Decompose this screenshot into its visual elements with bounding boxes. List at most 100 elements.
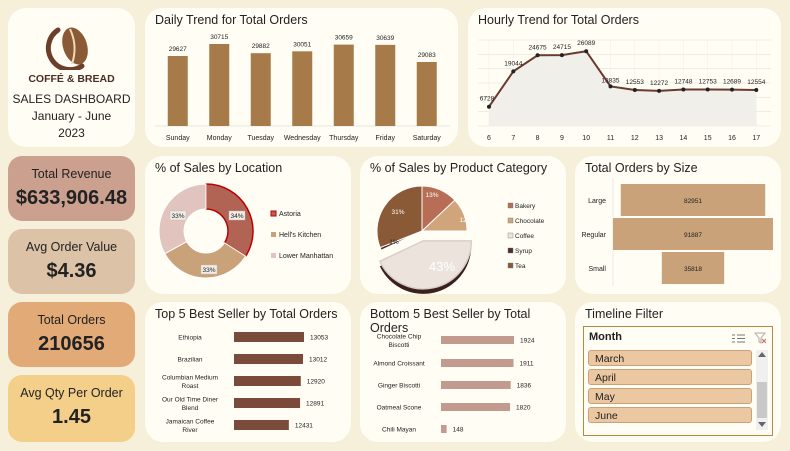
pie-slice [164,240,247,279]
data-point [511,69,516,74]
bar [234,332,304,342]
legend-label: Bakery [515,203,536,210]
bar [375,44,396,126]
pie-slice [376,185,423,249]
data-label: 29083 [418,52,436,59]
clear-filter-icon[interactable] [754,332,766,344]
data-label: 12891 [306,401,324,408]
category-pie-chart: 13% 12% 43% 1% 31% Bakery Chocolate Coffee Syrup… [376,185,545,294]
legend-label: Syrup [515,248,532,255]
bar [441,425,447,433]
scrollbar-thumb[interactable] [757,382,767,418]
tick-label: 16 [728,135,736,142]
tick-label: Saturday [413,135,442,142]
legend-label: Astoria [279,211,301,218]
label-box [200,264,218,275]
bar [661,252,725,284]
slicer-item-june[interactable]: June [588,407,752,423]
tick-label: Roast [182,383,199,390]
dashboard-period: January - June [31,109,112,123]
tick-label: Large [588,198,606,205]
pie-slice [420,199,468,232]
slicer-item-label: May [595,391,615,403]
tick-label: 15 [704,135,712,142]
kpi-label: Total Orders [37,313,106,327]
data-label: 1% [389,239,399,246]
data-point [559,53,564,58]
tick-label: 9 [560,135,564,142]
data-point [681,87,686,92]
tick-label: Friday [376,135,396,142]
tick-label: Thursday [329,135,359,142]
label-box [228,210,246,221]
kpi-avg-order-value: Avg Order Value $4.36 [8,229,135,294]
bar [234,354,304,364]
data-label: 12748 [674,78,692,85]
top5-card: Top 5 Best Seller by Total Orders 13053 E… [145,302,351,442]
chart-title: Timeline Filter [585,307,664,321]
tick-label: Chocolate Chip [377,333,422,340]
tick-label: 13 [655,135,663,142]
tick-label: 7 [511,135,515,142]
chart-title: Bottom 5 Best Seller by Total Orders [370,307,531,335]
data-point [754,88,759,93]
data-point [730,87,734,92]
tick-label: 12 [631,135,639,142]
data-label: 30715 [210,34,228,41]
scroll-up-arrow-icon[interactable] [758,352,766,357]
multi-select-icon[interactable] [732,333,745,344]
data-label: 33% [202,267,215,274]
data-label: 12553 [626,79,644,86]
data-label: 91887 [684,232,702,239]
data-label: 29882 [252,43,270,50]
kpi-total-revenue: Total Revenue $633,906.48 [8,156,135,221]
tick-label: Sunday [166,135,190,142]
data-label: 13012 [309,357,327,364]
tick-label: 10 [582,135,590,142]
kpi-avg-qty: Avg Qty Per Order 1.45 [8,375,135,442]
chart-title: Top 5 Best Seller by Total Orders [155,307,338,321]
bar [441,336,514,344]
slicer-item-april[interactable]: April [588,369,752,385]
tick-label: Ginger Biscotti [378,383,420,390]
data-point [608,84,613,89]
label-box [169,210,187,221]
data-label: 6728 [480,96,495,103]
chart-title: Hourly Trend for Total Orders [478,13,639,27]
data-label: 1911 [520,361,534,368]
data-label: 12753 [699,78,717,85]
month-slicer: Month March April May June [583,326,773,436]
scroll-down-arrow-icon[interactable] [758,422,766,427]
bar [234,398,301,408]
data-label: 29627 [169,46,187,53]
brand-name: COFFÉ & BREAD [28,73,115,85]
tick-label: 17 [752,135,760,142]
data-label: 12% [459,217,472,224]
location-card: % of Sales by Location 34% 33% 33% Astoria H… [145,156,351,294]
data-label: 12272 [650,80,668,87]
data-label: 82951 [684,198,702,205]
legend-swatch [507,232,514,239]
tick-label: Almond Croissant [373,361,424,368]
bar [209,44,230,126]
data-label: 35818 [684,266,702,273]
data-label: 34% [230,213,243,220]
data-label: 1820 [516,405,531,412]
tick-label: Our Old Time Diner [162,396,219,403]
bar [234,376,301,386]
slicer-item-may[interactable]: May [588,388,752,404]
slicer-scrollbar[interactable] [756,350,768,430]
series-line [488,50,757,108]
legend-label: Hell's Kitchen [279,232,321,239]
data-point [584,49,589,54]
bar [167,55,188,126]
tick-label: Wednesday [284,135,321,142]
dashboard-title: SALES DASHBOARD [12,92,131,106]
data-label: 12431 [295,423,313,430]
data-label: 24715 [553,44,571,51]
slicer-item-march[interactable]: March [588,350,752,366]
data-point [657,88,662,93]
data-label: 13835 [601,77,619,84]
legend-label: Tea [515,263,526,270]
chart-title: Total Orders by Size [585,161,698,175]
